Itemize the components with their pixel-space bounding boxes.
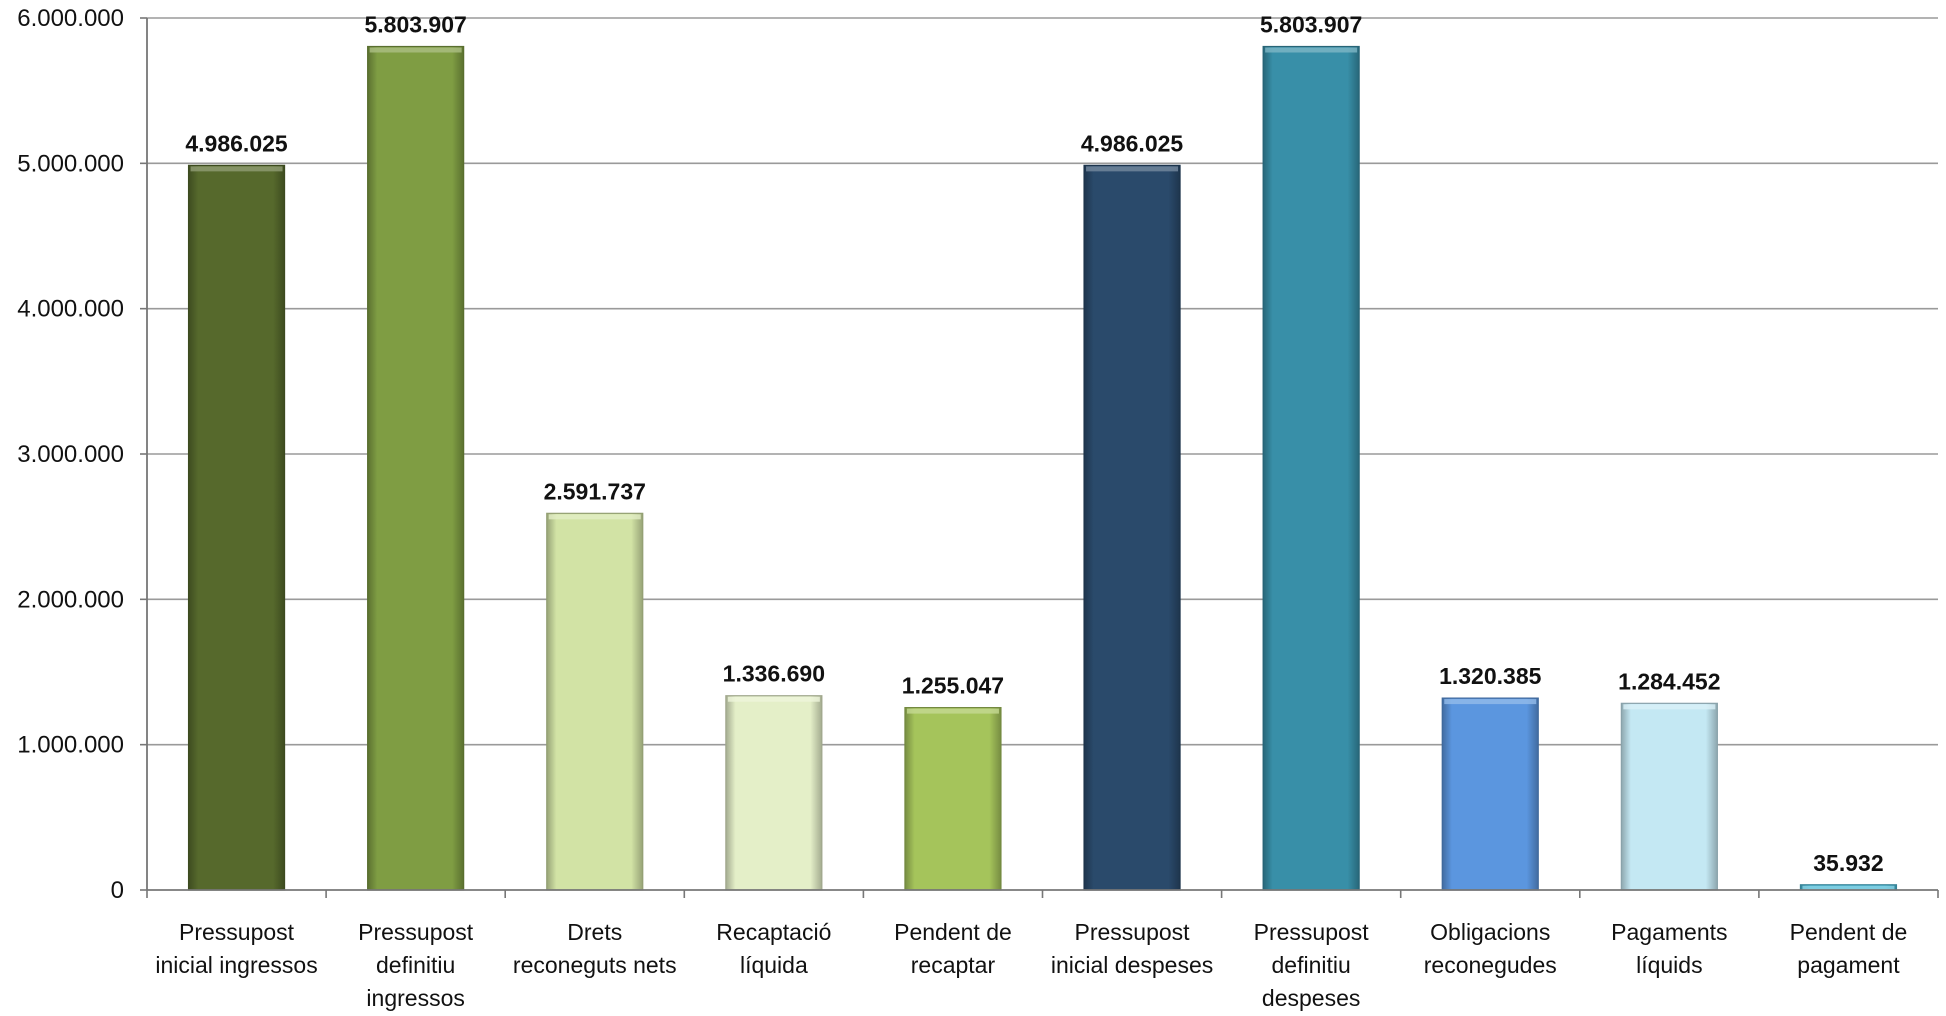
- x-tick-label: Recaptació líquida: [716, 919, 831, 978]
- x-tick-label: Pagaments líquids: [1611, 919, 1727, 978]
- bar: [546, 512, 644, 891]
- x-tick-label-line: Pressupost: [358, 919, 474, 945]
- x-tick-label-line: Pressupost: [1254, 919, 1370, 945]
- x-tick-label: Pendent de recaptar: [894, 919, 1012, 978]
- x-tick-label-line: líquids: [1636, 952, 1702, 978]
- bar: [367, 45, 465, 891]
- data-label: 1.284.452: [1618, 668, 1720, 694]
- labels: 0 1.000.000 2.000.000 3.000.000 4.000.000 5.0…: [17, 5, 1907, 1011]
- y-tick-label: 6.000.000: [17, 5, 124, 32]
- bar-top-highlight: [906, 708, 999, 714]
- x-tick-label-line: ingressos: [366, 985, 464, 1011]
- x-tick-label-line: Pressupost: [1075, 919, 1191, 945]
- bar: [1620, 702, 1718, 891]
- bar-top-highlight: [369, 47, 462, 53]
- x-tick-label: Pendent de pagament: [1790, 919, 1908, 978]
- data-label: 5.803.907: [1260, 11, 1362, 37]
- x-tick-label-line: Pendent de: [1790, 919, 1908, 945]
- x-tick-label-line: reconeguts nets: [513, 952, 677, 978]
- bar: [1262, 45, 1360, 891]
- x-tick-label: Pressupost inicial despeses: [1051, 919, 1213, 978]
- x-tick-label: Obligacions reconegudes: [1424, 919, 1557, 978]
- bar-top-highlight: [727, 696, 820, 702]
- x-tick-label-line: despeses: [1262, 985, 1360, 1011]
- y-tick-label: 1.000.000: [17, 732, 124, 759]
- bar-top-highlight: [190, 166, 283, 172]
- data-label: 1.320.385: [1439, 663, 1542, 689]
- data-label: 4.986.025: [185, 130, 288, 156]
- bar-top-highlight: [1086, 166, 1179, 172]
- bar-top-highlight: [548, 514, 641, 520]
- bars: [187, 45, 1898, 891]
- y-tick-label: 2.000.000: [17, 586, 124, 613]
- data-label: 1.336.690: [723, 661, 825, 687]
- x-tick-label-line: Recaptació: [716, 919, 831, 945]
- bar: [1441, 697, 1539, 891]
- x-tick-label-line: definitiu: [376, 952, 455, 978]
- bar-top-highlight: [1265, 47, 1358, 53]
- x-tick-label-line: Pressupost: [179, 919, 295, 945]
- data-label: 1.255.047: [902, 673, 1004, 699]
- x-tick-label-line: líquida: [740, 952, 808, 978]
- x-tick-label-line: Obligacions: [1430, 919, 1550, 945]
- x-tick-label-line: inicial despeses: [1051, 952, 1213, 978]
- bar: [187, 164, 286, 891]
- data-label: 5.803.907: [364, 11, 466, 37]
- y-tick-label: 0: [111, 877, 124, 904]
- bar-top-highlight: [1623, 704, 1716, 710]
- x-tick-label-line: Pendent de: [894, 919, 1012, 945]
- x-tick-label: Pressupost inicial ingressos: [155, 919, 317, 978]
- data-label: 2.591.737: [544, 478, 646, 504]
- x-tick-label-line: inicial ingressos: [155, 952, 317, 978]
- bar-top-highlight: [1802, 885, 1895, 890]
- y-tick-label: 4.000.000: [17, 296, 124, 323]
- x-tick-label-line: reconegudes: [1424, 952, 1557, 978]
- axes: [140, 17, 1939, 898]
- bar-top-highlight: [1444, 699, 1537, 705]
- x-tick-label-line: pagament: [1797, 952, 1900, 978]
- bar: [725, 695, 823, 891]
- data-label: 4.986.025: [1081, 130, 1184, 156]
- x-tick-label: Drets reconeguts nets: [513, 919, 677, 978]
- x-tick-label: Pressupost definitiu despeses: [1254, 919, 1370, 1011]
- data-label: 35.932: [1813, 850, 1883, 876]
- x-tick-label: Pressupost definitiu ingressos: [358, 919, 474, 1011]
- y-tick-label: 3.000.000: [17, 441, 124, 468]
- bar: [1083, 164, 1181, 891]
- x-tick-label-line: recaptar: [911, 952, 996, 978]
- x-tick-label-line: definitiu: [1272, 952, 1351, 978]
- bar: [904, 706, 1002, 891]
- x-tick-label-line: Pagaments: [1611, 919, 1727, 945]
- y-tick-label: 5.000.000: [17, 150, 124, 177]
- x-tick-label-line: Drets: [567, 919, 622, 945]
